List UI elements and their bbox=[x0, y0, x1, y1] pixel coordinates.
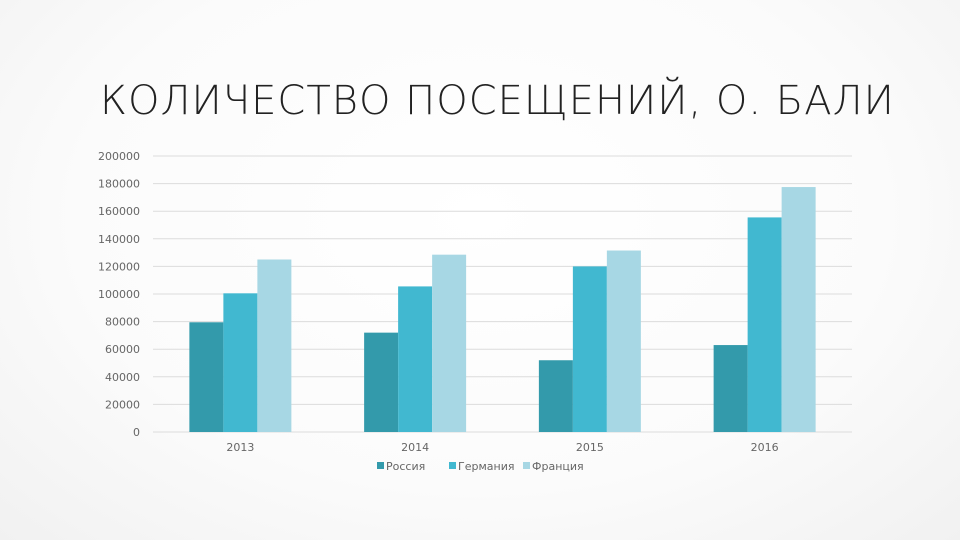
y-tick-label: 0 bbox=[133, 426, 140, 439]
bar-Россия-2013 bbox=[189, 322, 224, 432]
bar-Германия-2016 bbox=[747, 217, 782, 432]
chart-title: КОЛИЧЕСТВО ПОСЕЩЕНИЙ, О. БАЛИ bbox=[100, 78, 895, 124]
bar-Франция-2014 bbox=[432, 254, 467, 432]
bar-Германия-2015 bbox=[572, 266, 607, 432]
legend-label: Франция bbox=[532, 460, 584, 473]
x-tick-label: 2013 bbox=[226, 441, 254, 454]
y-tick-label: 140000 bbox=[98, 233, 140, 246]
legend: Россия Германия Франция bbox=[377, 460, 584, 473]
x-tick-label: 2015 bbox=[576, 441, 604, 454]
y-tick-label: 100000 bbox=[98, 288, 140, 301]
legend-label: Германия bbox=[458, 460, 514, 473]
y-axis-labels: 0 20000 40000 60000 80000 100000 120000 140000 1… bbox=[98, 150, 140, 439]
bars bbox=[189, 187, 816, 432]
y-tick-label: 120000 bbox=[98, 260, 140, 273]
y-tick-label: 60000 bbox=[105, 343, 140, 356]
bar-Германия-2013 bbox=[223, 293, 258, 432]
bar-Россия-2014 bbox=[364, 332, 399, 432]
legend-swatch bbox=[377, 462, 384, 469]
y-tick-label: 200000 bbox=[98, 150, 140, 163]
y-tick-label: 160000 bbox=[98, 205, 140, 218]
x-tick-label: 2014 bbox=[401, 441, 429, 454]
bar-Россия-2016 bbox=[713, 345, 748, 432]
x-tick-label: 2016 bbox=[751, 441, 779, 454]
y-tick-label: 180000 bbox=[98, 178, 140, 191]
legend-swatch bbox=[523, 462, 530, 469]
legend-swatch bbox=[449, 462, 456, 469]
bar-Россия-2015 bbox=[538, 360, 573, 432]
bar-Франция-2016 bbox=[781, 187, 816, 432]
y-tick-label: 20000 bbox=[105, 398, 140, 411]
x-axis-labels: 2013 2014 2015 2016 bbox=[226, 441, 778, 454]
bar-Германия-2014 bbox=[398, 286, 433, 432]
y-tick-label: 80000 bbox=[105, 316, 140, 329]
y-tick-label: 40000 bbox=[105, 371, 140, 384]
legend-label: Россия bbox=[386, 460, 425, 473]
bar-Франция-2013 bbox=[257, 259, 292, 432]
bar-Франция-2015 bbox=[606, 250, 641, 432]
